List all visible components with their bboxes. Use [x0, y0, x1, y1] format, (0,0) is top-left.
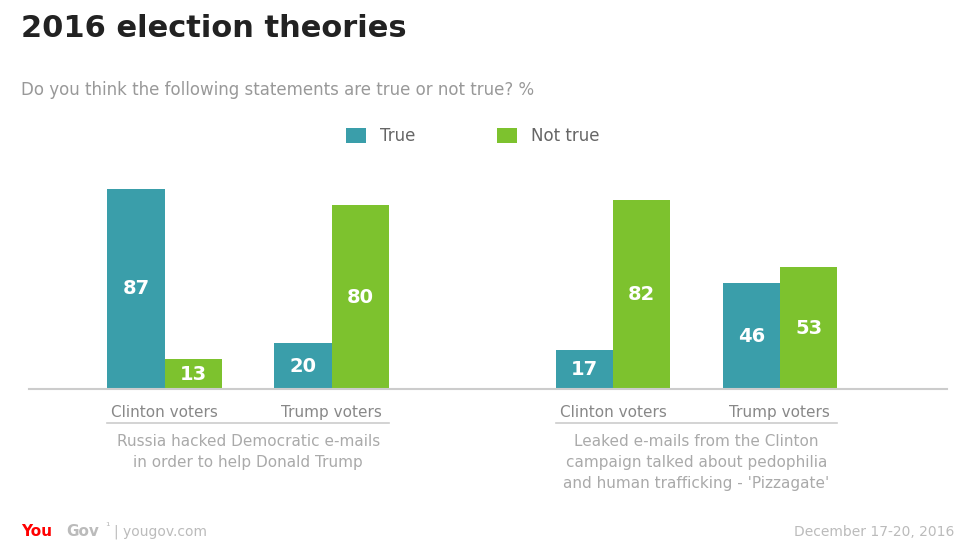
- Text: 80: 80: [346, 288, 374, 306]
- Bar: [107, 189, 165, 389]
- Text: Clinton voters: Clinton voters: [559, 404, 667, 420]
- Text: 2016 election theories: 2016 election theories: [21, 14, 407, 43]
- Bar: [165, 359, 223, 389]
- Text: Trump voters: Trump voters: [729, 404, 831, 420]
- Text: 87: 87: [123, 279, 149, 299]
- Bar: [722, 283, 780, 389]
- Text: True: True: [380, 127, 415, 145]
- Text: December 17-20, 2016: December 17-20, 2016: [794, 524, 955, 539]
- Text: Not true: Not true: [531, 127, 599, 145]
- Text: 53: 53: [795, 318, 822, 338]
- Bar: [346, 128, 366, 144]
- Text: Clinton voters: Clinton voters: [111, 404, 219, 420]
- Bar: [555, 350, 613, 389]
- Text: Russia hacked Democratic e-mails
in order to help Donald Trump: Russia hacked Democratic e-mails in orde…: [116, 435, 380, 470]
- Text: 46: 46: [738, 327, 765, 346]
- Text: Trump voters: Trump voters: [281, 404, 382, 420]
- Text: 17: 17: [571, 360, 598, 379]
- Text: 20: 20: [290, 357, 316, 375]
- Bar: [332, 205, 389, 389]
- Text: ¹: ¹: [105, 522, 110, 532]
- Text: You: You: [21, 524, 53, 539]
- Bar: [780, 267, 837, 389]
- Text: | yougov.com: | yougov.com: [114, 524, 207, 539]
- Bar: [274, 343, 332, 389]
- Text: Leaked e-mails from the Clinton
campaign talked about pedophilia
and human traff: Leaked e-mails from the Clinton campaign…: [563, 435, 830, 492]
- Text: Gov: Gov: [66, 524, 100, 539]
- Bar: [497, 128, 517, 144]
- Text: 82: 82: [629, 285, 656, 304]
- Bar: [613, 201, 671, 389]
- Text: Do you think the following statements are true or not true? %: Do you think the following statements ar…: [21, 81, 535, 99]
- Text: 13: 13: [180, 364, 207, 384]
